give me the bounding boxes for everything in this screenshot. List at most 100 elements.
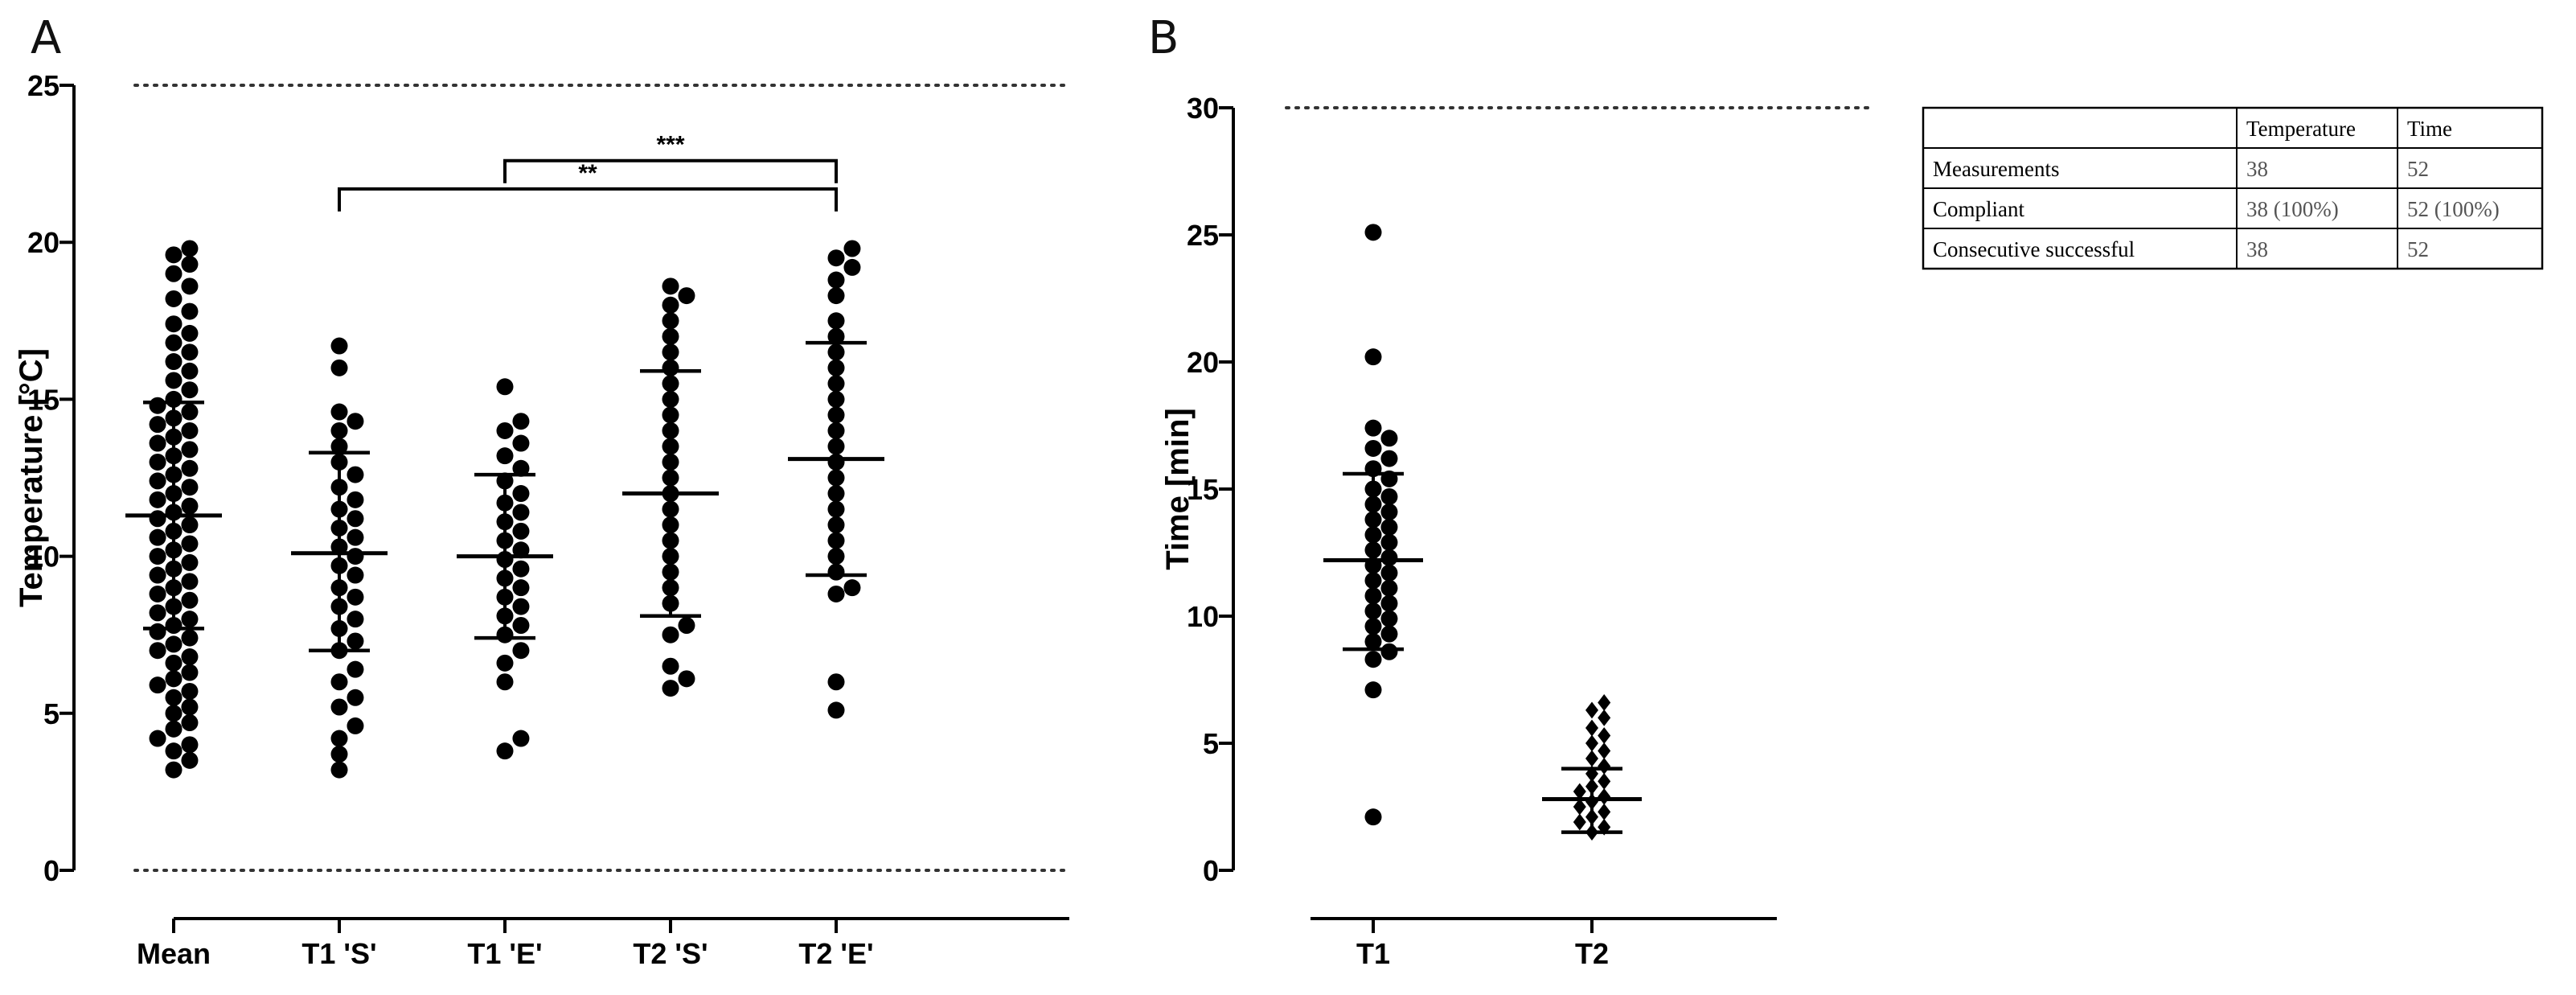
group-1 — [1542, 694, 1642, 841]
data-point — [1380, 625, 1398, 643]
data-point — [165, 315, 183, 333]
data-point — [1380, 579, 1398, 597]
data-point — [330, 761, 348, 779]
data-point — [347, 566, 364, 584]
data-point — [181, 611, 199, 628]
data-point — [347, 528, 364, 546]
data-point — [181, 648, 199, 666]
x-tick-label: T2 'S' — [633, 937, 708, 970]
data-point — [1598, 787, 1611, 805]
data-point — [1380, 594, 1398, 612]
data-point — [512, 522, 530, 540]
significance-bracket: ** — [338, 160, 838, 212]
data-point — [1364, 439, 1382, 457]
data-point — [1598, 803, 1611, 820]
data-point — [181, 278, 199, 295]
data-point — [149, 472, 166, 490]
data-point — [1364, 808, 1382, 826]
data-point — [827, 327, 845, 345]
data-point — [181, 573, 199, 590]
data-point — [330, 359, 348, 376]
data-point — [662, 312, 679, 330]
data-point — [330, 337, 348, 355]
x-tick-label: T1 'S' — [301, 937, 376, 970]
data-point — [149, 642, 166, 660]
y-tick-label: 15 — [1187, 473, 1219, 506]
table-cell: 38 (100%) — [2246, 197, 2339, 221]
data-point — [1598, 727, 1611, 744]
data-point — [347, 588, 364, 606]
data-point — [1380, 503, 1398, 520]
data-point — [1380, 564, 1398, 582]
data-point — [1364, 348, 1382, 366]
table-header: Time — [2407, 117, 2452, 141]
data-point — [181, 629, 199, 647]
data-point — [181, 698, 199, 716]
data-point — [843, 240, 861, 257]
data-point — [496, 447, 514, 465]
data-point — [843, 579, 861, 597]
data-point — [149, 434, 166, 452]
data-point — [827, 312, 845, 330]
x-tick-label: Mean — [137, 937, 211, 970]
y-tick-label: 5 — [43, 697, 59, 730]
data-point — [1585, 734, 1598, 752]
bracket-line — [338, 187, 838, 212]
data-point — [1585, 701, 1598, 719]
data-point — [827, 585, 845, 602]
group-4 — [788, 240, 884, 719]
data-point — [165, 353, 183, 371]
group-1 — [291, 337, 388, 779]
data-point — [347, 689, 364, 706]
data-point — [496, 742, 514, 760]
data-point — [181, 516, 199, 534]
data-point — [662, 680, 679, 697]
data-point — [181, 403, 199, 421]
data-point — [165, 265, 183, 282]
y-tick-label: 5 — [1203, 727, 1219, 760]
y-axis-label: Time [min] — [1160, 408, 1196, 570]
data-point — [165, 246, 183, 264]
data-point — [1380, 643, 1398, 660]
data-point — [149, 623, 166, 640]
y-tick-label: 30 — [1187, 92, 1219, 125]
data-point — [512, 616, 530, 634]
y-tick-label: 10 — [27, 541, 59, 574]
data-point — [347, 491, 364, 508]
data-point — [181, 362, 199, 380]
data-point — [181, 421, 199, 439]
data-point — [165, 720, 183, 738]
data-point — [1598, 773, 1611, 790]
data-point — [347, 611, 364, 628]
panel-a-label: A — [31, 12, 61, 64]
data-point — [181, 736, 199, 754]
data-point — [330, 730, 348, 747]
data-point — [181, 479, 199, 496]
data-point — [181, 459, 199, 477]
data-point — [347, 660, 364, 678]
data-point — [1573, 783, 1586, 800]
data-point — [512, 485, 530, 503]
table-cell: 52 — [2407, 237, 2429, 261]
data-point — [181, 497, 199, 515]
data-point — [496, 673, 514, 691]
data-point — [496, 421, 514, 439]
data-point — [149, 397, 166, 414]
significance-label: *** — [656, 132, 684, 158]
y-axis-label: Temperature [°C] — [14, 348, 49, 607]
data-point — [330, 698, 348, 716]
data-point — [149, 453, 166, 471]
data-point — [1380, 518, 1398, 536]
chart-b: 0 5 10 15 20 25 30 Time [min] T1 T2 — [1160, 92, 1875, 970]
data-point — [181, 535, 199, 553]
data-point — [347, 510, 364, 528]
data-point — [662, 626, 679, 643]
table-row-label: Measurements — [1933, 157, 2059, 181]
data-point — [512, 413, 530, 430]
data-point — [330, 438, 348, 455]
table-row-label: Compliant — [1933, 197, 2024, 221]
data-point — [678, 287, 695, 305]
y-tick-label: 25 — [1187, 219, 1219, 252]
data-point — [662, 343, 679, 361]
data-point — [149, 566, 166, 584]
